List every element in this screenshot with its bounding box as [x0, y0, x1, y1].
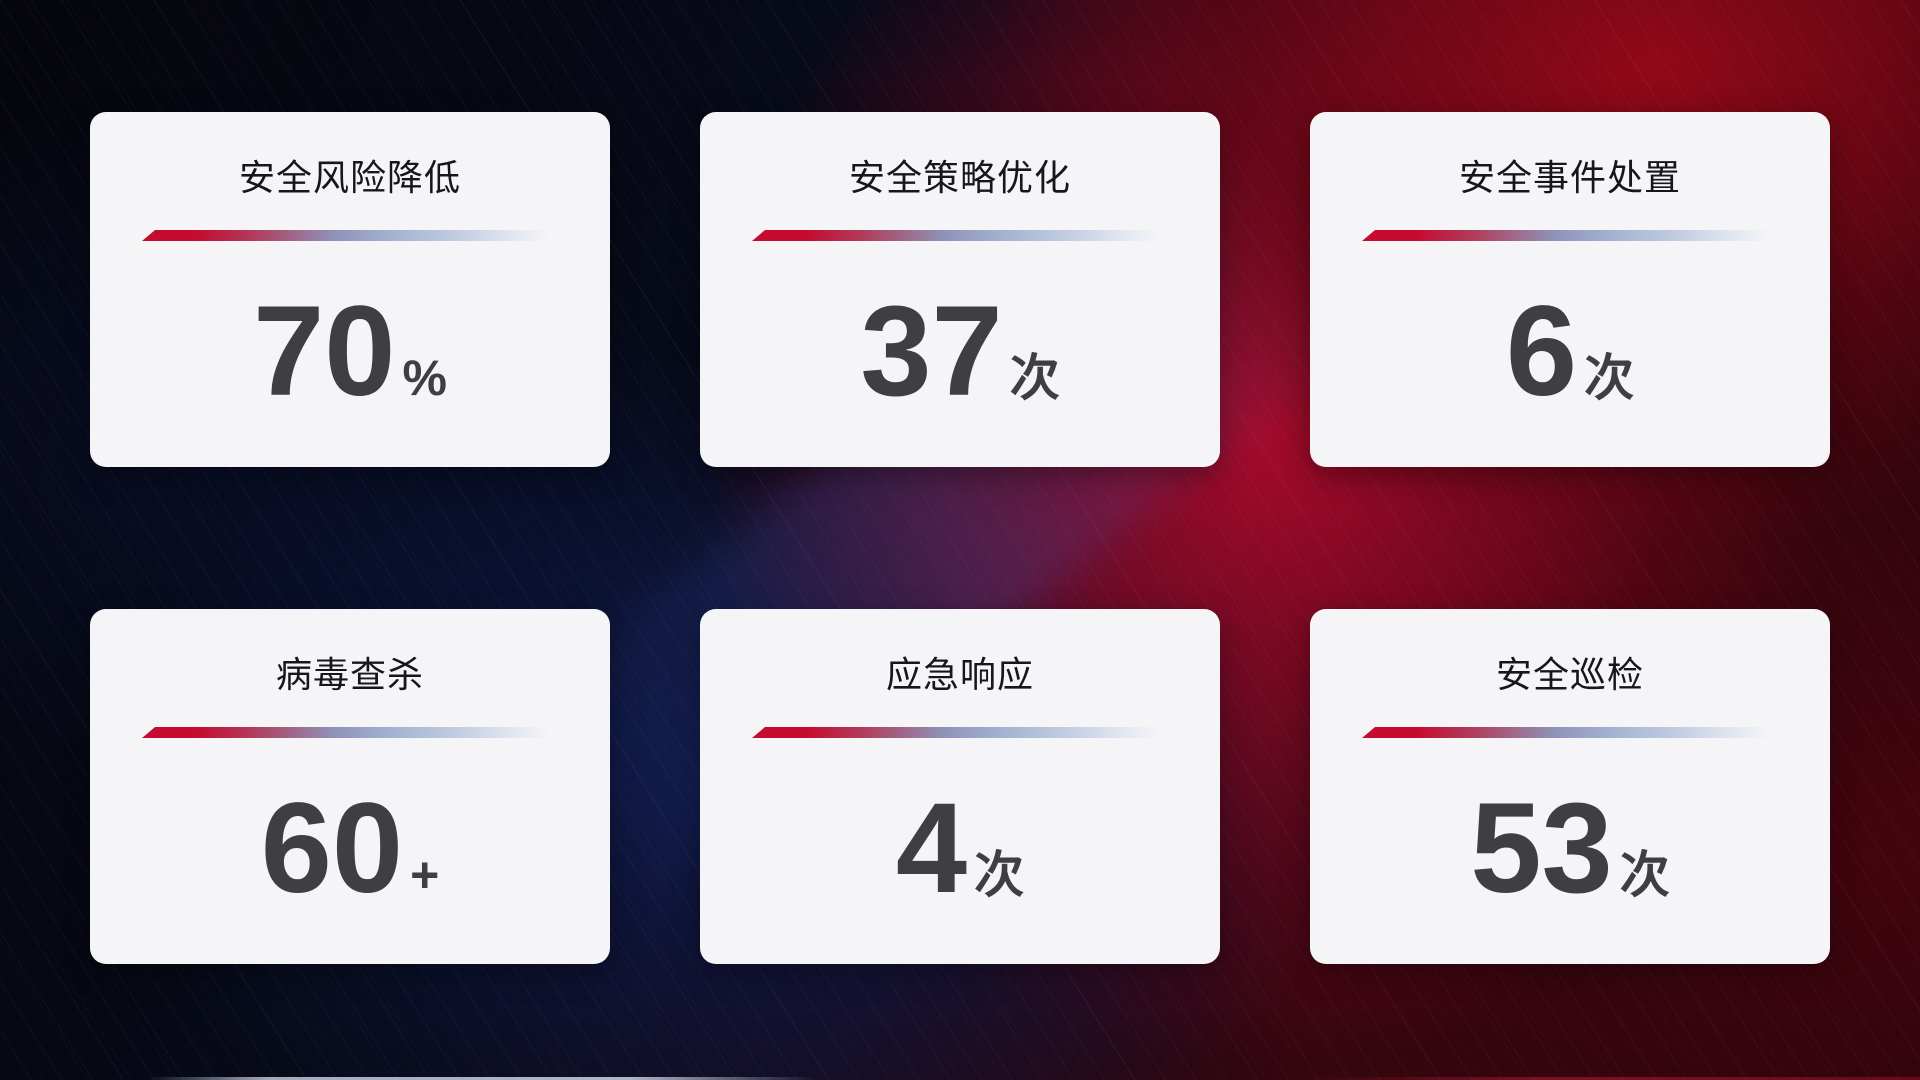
- gradient-divider: [1362, 230, 1778, 241]
- stat-card-title: 安全策略优化: [848, 157, 1071, 198]
- stat-card-title: 病毒查杀: [275, 654, 424, 695]
- stat-card-policy-optimization: 安全策略优化 37 次: [700, 112, 1220, 467]
- stat-card-title: 安全巡检: [1495, 654, 1644, 695]
- stat-value-unit: 次: [974, 847, 1025, 903]
- stat-card-value: 53 次: [1310, 785, 1830, 939]
- stat-card-value: 37 次: [700, 288, 1220, 442]
- stat-value-number: 4: [895, 777, 968, 920]
- stat-card-virus-scan: 病毒查杀 60 +: [90, 609, 610, 964]
- gradient-divider: [1362, 727, 1778, 738]
- stat-card-title: 安全事件处置: [1458, 157, 1681, 198]
- stat-card-value: 70%: [90, 288, 610, 442]
- stat-value-unit: %: [402, 350, 447, 406]
- stat-value-number: 53: [1470, 777, 1613, 920]
- stat-card-risk-reduction: 安全风险降低 70%: [90, 112, 610, 467]
- gradient-divider: [752, 230, 1168, 241]
- stat-value-unit: +: [410, 847, 440, 903]
- stat-card-value: 60 +: [90, 785, 610, 939]
- gradient-divider: [142, 230, 558, 241]
- stat-value-number: 6: [1505, 280, 1578, 423]
- bottom-edge-red-strip: [1300, 1077, 1920, 1080]
- gradient-divider: [752, 727, 1168, 738]
- stat-value-number: 37: [860, 280, 1003, 423]
- bottom-edge-light-strip: [148, 1077, 818, 1080]
- stat-value-unit: 次: [1619, 847, 1670, 903]
- stat-card-title: 应急响应: [885, 654, 1034, 695]
- stat-value-unit: 次: [1009, 350, 1060, 406]
- stat-card-title: 安全风险降低: [238, 157, 461, 198]
- stat-value-number: 70: [253, 280, 396, 423]
- gradient-divider: [142, 727, 558, 738]
- stat-value-number: 60: [260, 777, 404, 920]
- stat-card-security-inspection: 安全巡检 53 次: [1310, 609, 1830, 964]
- stat-value-unit: 次: [1584, 350, 1635, 406]
